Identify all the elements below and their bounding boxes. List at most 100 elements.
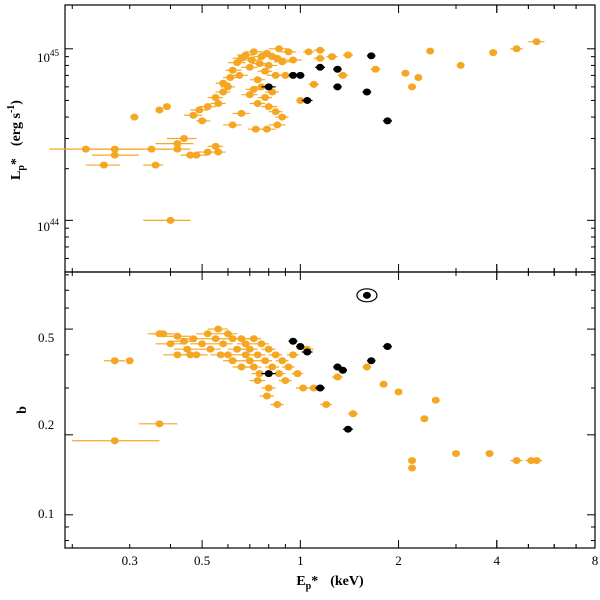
orange-point: [289, 351, 298, 359]
orange-point: [186, 351, 195, 359]
orange-point: [228, 66, 237, 74]
orange-point: [532, 457, 541, 465]
orange-point: [379, 380, 388, 388]
orange-point: [189, 335, 198, 343]
orange-point: [255, 60, 264, 68]
orange-point: [214, 325, 223, 333]
orange-point: [237, 335, 246, 343]
orange-point: [216, 351, 225, 359]
orange-point: [206, 345, 215, 353]
orange-point: [281, 71, 290, 79]
orange-point: [278, 113, 287, 121]
annotation-ring: [356, 288, 378, 303]
orange-point: [281, 377, 290, 385]
black-point: [289, 71, 298, 79]
orange-point: [452, 450, 461, 458]
orange-point: [203, 103, 212, 111]
black-point: [264, 83, 273, 91]
orange-point: [228, 357, 237, 365]
orange-point: [268, 88, 277, 96]
black-point: [362, 88, 371, 96]
black-point: [316, 384, 325, 392]
orange-point: [414, 74, 423, 82]
orange-point: [211, 94, 220, 102]
top-ytick-label-1e44: 1044: [37, 217, 60, 234]
orange-point: [203, 148, 212, 156]
orange-point: [284, 48, 293, 56]
orange-point: [262, 392, 271, 400]
orange-point: [110, 145, 119, 153]
orange-point: [253, 76, 262, 84]
black-point: [367, 357, 376, 365]
orange-point: [166, 340, 175, 348]
orange-point: [408, 83, 417, 91]
black-point: [333, 83, 342, 91]
orange-point: [271, 71, 280, 79]
bottom-panel: 0.3 0.5 1 2 4 8 0.5 0.2 0.1 b Ep* (keV): [15, 271, 598, 592]
orange-point: [173, 332, 182, 340]
bottom-panel-ticks: 0.3 0.5 1 2 4 8: [65, 272, 598, 568]
orange-point: [211, 142, 220, 150]
orange-point: [223, 330, 232, 338]
black-point: [296, 342, 305, 350]
black-point: [338, 366, 347, 374]
orange-point: [237, 363, 246, 371]
orange-point: [219, 88, 228, 96]
orange-point: [166, 216, 175, 224]
orange-point: [214, 148, 223, 156]
orange-point: [261, 357, 270, 365]
orange-point: [485, 450, 494, 458]
x-tick-label: 1: [297, 553, 304, 568]
bottom-panel-points: [72, 325, 542, 472]
orange-point: [401, 69, 410, 77]
orange-point: [408, 457, 417, 465]
bottom-ytick-label-0.2: 0.2: [38, 417, 54, 432]
orange-point: [261, 67, 270, 75]
orange-point: [211, 335, 220, 343]
orange-point: [316, 46, 325, 54]
orange-point: [431, 396, 440, 404]
orange-point: [173, 140, 182, 148]
black-point: [383, 117, 392, 125]
orange-point: [253, 99, 262, 107]
orange-point: [261, 94, 270, 102]
orange-point: [264, 103, 273, 111]
orange-point: [284, 363, 293, 371]
orange-point: [155, 420, 164, 428]
orange-point: [110, 151, 119, 159]
orange-point: [251, 125, 260, 133]
orange-point: [155, 106, 164, 114]
orange-point: [99, 161, 108, 169]
x-axis-label: Ep* (keV): [296, 574, 364, 592]
orange-point: [226, 74, 235, 82]
orange-point: [257, 340, 266, 348]
orange-point: [173, 145, 182, 153]
orange-point: [179, 337, 188, 345]
orange-point: [264, 384, 273, 392]
orange-point: [338, 71, 347, 79]
x-tick-label: 4: [494, 553, 501, 568]
orange-point: [299, 384, 308, 392]
orange-point: [278, 357, 287, 365]
orange-point: [130, 113, 139, 121]
orange-point: [247, 56, 256, 64]
orange-point: [296, 96, 305, 104]
circled-point-annotation: [356, 288, 378, 303]
orange-point: [333, 373, 342, 381]
orange-point: [255, 370, 264, 378]
orange-point: [253, 377, 262, 385]
orange-point: [223, 83, 232, 91]
orange-point: [179, 135, 188, 142]
orange-point: [271, 108, 280, 116]
orange-point: [456, 61, 465, 69]
orange-point: [203, 330, 212, 338]
orange-point: [241, 51, 250, 59]
orange-point: [110, 357, 119, 365]
orange-point: [309, 80, 318, 88]
orange-point: [183, 345, 192, 353]
orange-point: [249, 85, 258, 93]
orange-point: [264, 61, 273, 69]
orange-point: [293, 370, 302, 378]
orange-point: [245, 345, 254, 353]
x-tick-label: 0.5: [194, 553, 210, 568]
